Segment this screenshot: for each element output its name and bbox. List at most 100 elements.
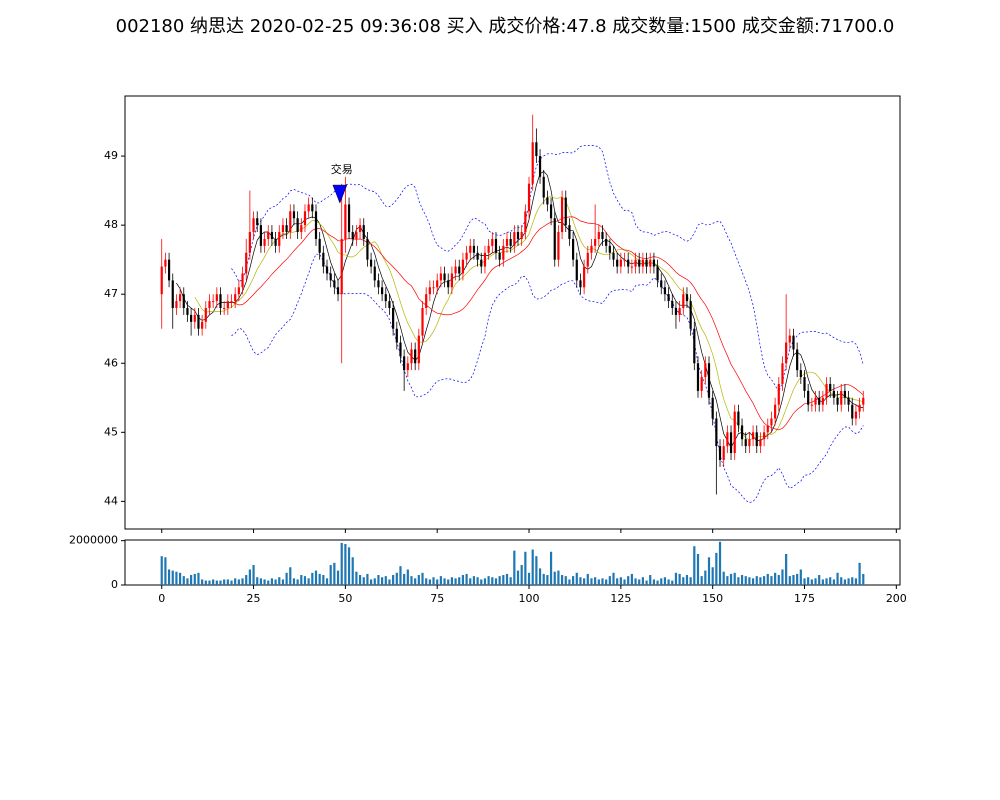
candle-body — [281, 225, 285, 233]
candle-body — [818, 397, 821, 405]
candle-body — [660, 280, 663, 288]
x-tick-label: 200 — [886, 592, 907, 605]
candle-body — [160, 266, 163, 295]
candle-body — [392, 308, 395, 329]
volume-bar — [755, 576, 758, 585]
candle-body — [821, 397, 824, 405]
candle-body — [829, 383, 832, 391]
candle-body — [208, 301, 211, 309]
volume-bar — [395, 572, 398, 585]
volume-bar — [770, 576, 773, 585]
candle-body — [384, 294, 387, 302]
volume-bar — [729, 573, 733, 585]
volume-bar — [480, 579, 483, 585]
volume-bar — [358, 575, 362, 585]
volume-bar — [263, 579, 266, 585]
volume-bar — [381, 577, 384, 585]
candle-body — [480, 259, 483, 267]
volume-bar — [182, 576, 185, 585]
candle-body — [799, 370, 802, 378]
volume-bar — [311, 572, 314, 585]
candle-body — [362, 225, 365, 239]
volume-bar — [300, 575, 303, 585]
candle-body — [256, 218, 259, 226]
x-tick-label: 100 — [519, 592, 540, 605]
volume-bar — [498, 576, 501, 585]
candle-body — [560, 197, 564, 233]
volume-bar — [575, 572, 578, 585]
volume-bar — [513, 550, 516, 585]
volume-bar — [171, 570, 174, 585]
candle-body — [788, 335, 791, 343]
volume-bar — [303, 576, 307, 585]
ma-line — [231, 216, 864, 431]
candle-body — [729, 432, 733, 454]
volume-bar — [340, 542, 343, 585]
candle-body — [267, 232, 270, 239]
volume-bar — [660, 578, 663, 585]
candle-body — [825, 383, 828, 398]
volume-bar — [623, 579, 626, 585]
volume-frame — [124, 539, 901, 586]
volume-bar — [586, 573, 589, 585]
candle-body — [399, 342, 402, 357]
candle-body — [678, 308, 681, 315]
volume-bar — [399, 566, 402, 585]
volume-bar — [542, 573, 545, 585]
volume-bar — [601, 578, 604, 585]
candle-body — [182, 294, 185, 309]
volume-bar — [700, 576, 703, 585]
candle-body — [439, 273, 442, 281]
chart-title: 002180 纳思达 2020-02-25 09:36:08 买入 成交价格:4… — [116, 16, 895, 37]
volume-bar — [160, 556, 163, 585]
candle-body — [520, 232, 523, 239]
volume-bar — [212, 579, 215, 585]
volume-bar — [594, 577, 597, 585]
volume-bar — [671, 580, 674, 585]
candle-body — [766, 425, 769, 433]
volume-bar — [810, 579, 813, 585]
candle-body — [498, 252, 501, 260]
candle-body — [814, 397, 817, 405]
ma-line — [194, 195, 864, 441]
volume-bar — [531, 549, 534, 585]
candle-body — [171, 280, 174, 309]
volume-bar — [854, 578, 858, 585]
candle-body — [671, 301, 674, 309]
volume-bar — [384, 576, 387, 585]
candle-body — [762, 432, 766, 440]
candle-body — [755, 432, 758, 447]
volume-bar — [329, 565, 332, 585]
volume-bar — [465, 573, 468, 585]
volume-bar — [652, 579, 656, 585]
candle-body — [432, 287, 435, 289]
volume-bar — [535, 556, 538, 585]
volume-bar — [634, 578, 637, 585]
volume-bar — [524, 551, 527, 585]
candle-body — [436, 280, 439, 288]
volume-bar — [616, 578, 619, 585]
candle-body — [726, 432, 729, 447]
volume-bar — [693, 546, 696, 585]
candle-body — [355, 232, 358, 239]
candle-body — [792, 335, 795, 350]
volume-bar — [377, 575, 380, 585]
candle-body — [223, 308, 226, 310]
candle-body — [667, 294, 670, 302]
candle-body — [333, 280, 336, 288]
volume-bar — [766, 573, 769, 585]
candle-body — [226, 301, 229, 309]
candle-body — [843, 390, 847, 398]
candle-body — [564, 197, 567, 226]
volume-bar — [392, 575, 395, 585]
volume-bar — [568, 579, 571, 585]
candle-body — [212, 301, 215, 303]
volume-bar — [461, 575, 465, 585]
candle-body — [381, 287, 384, 295]
volume-bar — [447, 579, 450, 585]
candle-body — [403, 356, 406, 371]
volume-bar — [292, 578, 296, 585]
volume-bar — [840, 577, 843, 585]
volume-bar — [538, 568, 542, 585]
